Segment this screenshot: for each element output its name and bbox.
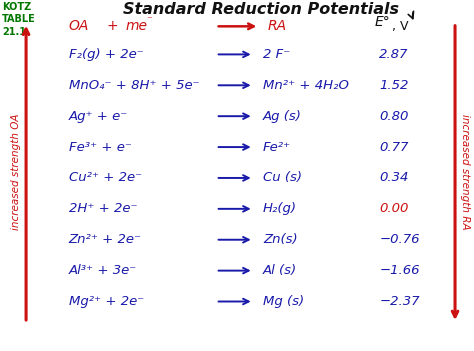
Text: F₂(g) + 2e⁻: F₂(g) + 2e⁻: [69, 48, 144, 61]
Text: KOTZ
TABLE
21.1: KOTZ TABLE 21.1: [2, 2, 36, 37]
Text: increased strength OA: increased strength OA: [10, 114, 21, 230]
Text: E°: E°: [374, 15, 390, 29]
Text: OA: OA: [69, 19, 89, 33]
Text: Mg²⁺ + 2e⁻: Mg²⁺ + 2e⁻: [69, 295, 144, 308]
Text: Cu (s): Cu (s): [263, 171, 302, 185]
Text: MnO₄⁻ + 8H⁺ + 5e⁻: MnO₄⁻ + 8H⁺ + 5e⁻: [69, 79, 200, 92]
Text: Zn²⁺ + 2e⁻: Zn²⁺ + 2e⁻: [69, 233, 142, 246]
Text: 2 F⁻: 2 F⁻: [263, 48, 290, 61]
Text: H₂(g): H₂(g): [263, 202, 297, 216]
Text: 0.77: 0.77: [379, 140, 409, 154]
Text: ⁻: ⁻: [146, 15, 152, 25]
Text: , V: , V: [392, 20, 409, 33]
Text: me: me: [126, 19, 147, 33]
Text: Standard Reduction Potentials: Standard Reduction Potentials: [123, 2, 399, 17]
Text: Ag (s): Ag (s): [263, 110, 302, 123]
Text: Zn(s): Zn(s): [263, 233, 298, 246]
Text: 2.87: 2.87: [379, 48, 409, 61]
Text: Cu²⁺ + 2e⁻: Cu²⁺ + 2e⁻: [69, 171, 142, 185]
Text: Al (s): Al (s): [263, 264, 297, 277]
Text: 0.34: 0.34: [379, 171, 409, 185]
Text: Ag⁺ + e⁻: Ag⁺ + e⁻: [69, 110, 128, 123]
Text: RA: RA: [268, 19, 287, 33]
Text: Al³⁺ + 3e⁻: Al³⁺ + 3e⁻: [69, 264, 137, 277]
Text: Fe³⁺ + e⁻: Fe³⁺ + e⁻: [69, 140, 132, 154]
Text: 0.80: 0.80: [379, 110, 409, 123]
Text: 0.00: 0.00: [379, 202, 409, 216]
Text: −2.37: −2.37: [379, 295, 419, 308]
Text: Mg (s): Mg (s): [263, 295, 304, 308]
Text: 1.52: 1.52: [379, 79, 409, 92]
Text: increased strength RA: increased strength RA: [460, 114, 471, 230]
Text: +: +: [107, 19, 118, 33]
Text: Fe²⁺: Fe²⁺: [263, 140, 291, 154]
Text: −0.76: −0.76: [379, 233, 419, 246]
Text: 2H⁺ + 2e⁻: 2H⁺ + 2e⁻: [69, 202, 137, 216]
Text: −1.66: −1.66: [379, 264, 419, 277]
Text: Mn²⁺ + 4H₂O: Mn²⁺ + 4H₂O: [263, 79, 349, 92]
